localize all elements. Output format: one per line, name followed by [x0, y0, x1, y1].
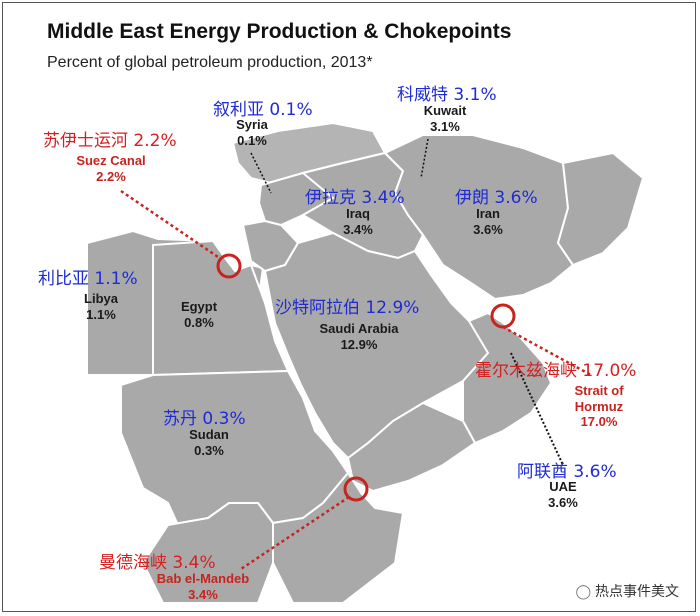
libya-value: 1.1%	[86, 306, 116, 322]
iran-cn-label: 伊朗 3.6%	[455, 188, 538, 208]
kuwait-label: Kuwait 3.1%	[417, 103, 473, 134]
egypt-value: 0.8%	[184, 314, 214, 330]
kuwait-name: Kuwait	[423, 103, 467, 118]
kuwait-value: 3.1%	[430, 118, 460, 134]
sudan-cn-label: 苏丹 0.3%	[163, 409, 246, 429]
syria-name: Syria	[236, 117, 268, 132]
mandeb-name: Bab el-Mandeb	[156, 571, 250, 586]
syria-cn-label: 叙利亚 0.1%	[213, 100, 313, 120]
hormuz-value: 17.0%	[580, 414, 618, 430]
kuwait-cn-label: 科威特 3.1%	[397, 85, 497, 105]
uae-label: UAE 3.6%	[541, 479, 585, 510]
map-subtitle: Percent of global petroleum production, …	[47, 54, 373, 71]
hormuz-name-line2: Hormuz	[574, 398, 624, 414]
uae-leader-line	[510, 352, 564, 466]
watermark: ◯ 热点事件美文	[575, 581, 679, 601]
kuwait-leader-line	[420, 138, 429, 179]
suez-marker-circle	[216, 253, 242, 279]
chat-icon: ◯	[575, 583, 592, 599]
iraq-name: Iraq	[346, 206, 370, 221]
egypt-label: Egypt 0.8%	[173, 299, 225, 330]
saudi-label: Saudi Arabia 12.9%	[307, 321, 411, 352]
suez-label: Suez Canal 2.2%	[63, 153, 159, 184]
syria-value: 0.1%	[237, 132, 267, 148]
hormuz-label: Strait of Hormuz 17.0%	[561, 383, 637, 430]
south-africa-region	[141, 502, 274, 604]
mandeb-marker-circle	[343, 476, 369, 502]
suez-value: 2.2%	[96, 168, 126, 184]
suez-cn-label: 苏伊士运河 2.2%	[43, 131, 177, 151]
mandeb-cn-label: 曼德海峡 3.4%	[99, 553, 216, 573]
iran-name: Iran	[476, 206, 500, 221]
suez-name: Suez Canal	[76, 153, 146, 168]
libya-name: Libya	[84, 291, 118, 306]
saudi-cn-label: 沙特阿拉伯 12.9%	[275, 298, 420, 318]
uae-oman-region	[462, 311, 553, 445]
egypt-name: Egypt	[180, 299, 218, 314]
hormuz-name-line1: Strait of	[574, 383, 624, 398]
iraq-label: Iraq 3.4%	[333, 206, 383, 237]
mandeb-value: 3.4%	[188, 586, 218, 602]
iran-label: Iran 3.6%	[463, 206, 513, 237]
map-title: Middle East Energy Production & Chokepoi…	[47, 20, 512, 43]
watermark-text: 热点事件美文	[595, 583, 679, 599]
mandeb-leader-line	[240, 495, 350, 571]
uae-name: UAE	[549, 479, 577, 494]
iraq-value: 3.4%	[343, 221, 373, 237]
uae-value: 3.6%	[548, 494, 578, 510]
map-graphic	[86, 121, 645, 604]
suez-leader-line	[120, 189, 222, 261]
hormuz-cn-label: 霍尔木兹海峡 17.0%	[475, 361, 637, 381]
east-region	[556, 151, 645, 267]
uae-cn-label: 阿联酋 3.6%	[517, 462, 617, 482]
libya-cn-label: 利比亚 1.1%	[38, 269, 138, 289]
iran-region	[383, 134, 575, 301]
mandeb-label: Bab el-Mandeb 3.4%	[143, 571, 263, 602]
iran-value: 3.6%	[473, 221, 503, 237]
hormuz-leader-line	[502, 325, 592, 377]
sudan-name: Sudan	[189, 427, 229, 442]
libya-label: Libya 1.1%	[75, 291, 127, 322]
sudan-label: Sudan 0.3%	[181, 427, 237, 458]
saudi-name: Saudi Arabia	[319, 321, 399, 336]
saudi-value: 12.9%	[340, 336, 378, 352]
iraq-cn-label: 伊拉克 3.4%	[305, 188, 405, 208]
sudan-value: 0.3%	[194, 442, 224, 458]
syria-label: Syria 0.1%	[229, 117, 275, 148]
syria-leader-line	[250, 152, 272, 194]
